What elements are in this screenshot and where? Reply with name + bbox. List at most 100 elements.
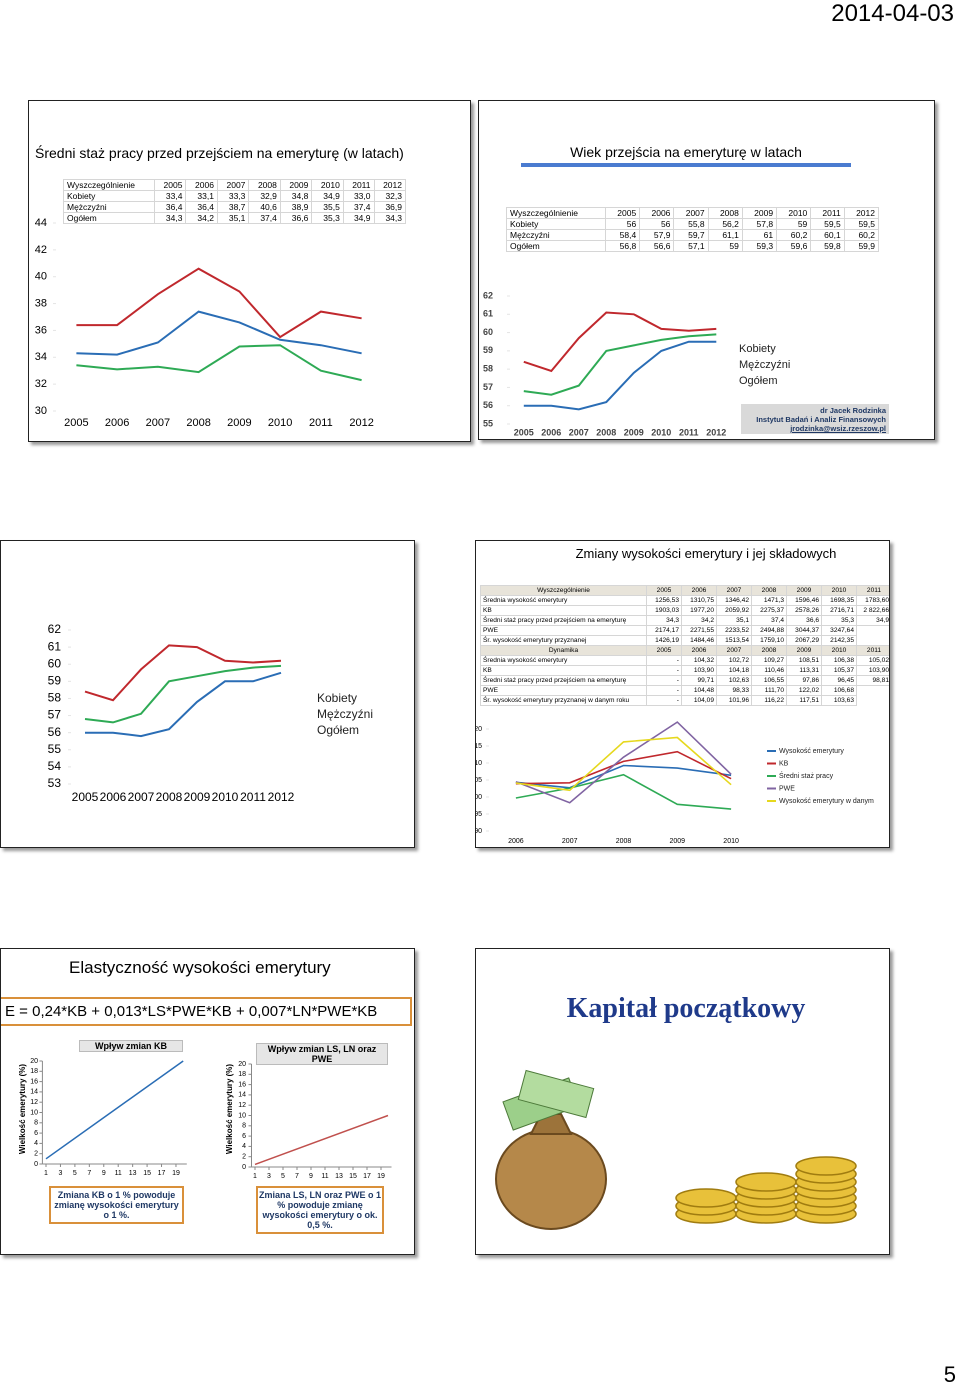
x-tick-label: 2006	[100, 790, 127, 804]
legend-label: Ogółem	[739, 375, 778, 387]
y-tick-label: 30	[35, 405, 47, 417]
table-cell: 2008	[248, 179, 281, 191]
series-line	[45, 1060, 184, 1160]
x-tick-label: 5	[281, 1173, 285, 1180]
table-cell: 1471,3	[751, 595, 787, 606]
x-tick-label: 2005	[514, 427, 534, 437]
y-axis-label: Wielkość emerytury (%)	[225, 1064, 234, 1155]
table-cell: 2009	[786, 645, 822, 656]
table-cell: 101,96	[716, 695, 752, 706]
table-cell: Mężczyźni	[506, 229, 606, 241]
table-cell: 2005	[646, 585, 682, 596]
table-cell: 1903,03	[646, 605, 682, 616]
table-cell: 55,8	[673, 218, 709, 230]
coin	[735, 1172, 797, 1192]
x-tick-label: 5	[73, 1170, 77, 1177]
table-cell: 3044,37	[786, 625, 822, 636]
table-cell: 33,4	[153, 190, 187, 202]
y-tick-label: 10	[238, 1112, 246, 1119]
slide: 2005 2006 2007 2008 2009 2010 2011 2012 55 56 57 58…	[478, 100, 935, 440]
x-tick-label: 2008	[596, 427, 616, 437]
credits: dr Jacek Rodzinka Instytut Badań i Anali…	[741, 406, 886, 433]
x-tick-label: 2005	[72, 790, 99, 804]
x-tick-label: 2010	[723, 838, 739, 845]
table-cell: KB	[480, 605, 647, 616]
table-cell: 103,90	[681, 665, 717, 676]
table-cell: 104,09	[681, 695, 717, 706]
clipart	[495, 1069, 857, 1230]
table-row: PWE 2174,17 2271,55 2233,52 2494,88 3044,37 32…	[480, 625, 890, 636]
slide: 2005 2006 2007 2008 2009 2010 2011 2012 53 54 55 56…	[0, 540, 415, 848]
chart-title: Wpływ zmian LS, LN oraz PWE	[256, 1043, 388, 1065]
table-cell: 35,1	[216, 212, 250, 224]
table-cell: 2011	[810, 207, 845, 219]
x-tick-label: 1	[253, 1173, 257, 1180]
table-cell: 106,38	[821, 655, 857, 666]
table-cell: -	[646, 695, 682, 706]
series-line	[515, 773, 732, 810]
slide-title: Wiek przejścia na emeryturę w latach	[570, 144, 802, 160]
table-cell: 1310,75	[681, 595, 717, 606]
x-tick-label: 7	[295, 1173, 299, 1180]
legend-label: Wysokość emerytury w danym	[779, 798, 874, 805]
y-tick-label: 8	[242, 1123, 246, 1130]
series-line	[84, 644, 282, 702]
table-cell: 2005	[604, 207, 641, 219]
y-tick-label: 61	[48, 639, 62, 653]
table-cell: 1426,19	[646, 635, 682, 646]
table-row: Mężczyźni 36,4 36,4 38,7 40,6 38,9 35,5 37,4 36,…	[63, 201, 406, 213]
table-cell: 59,5	[843, 218, 880, 230]
series-line	[523, 340, 717, 411]
y-tick-label: 55	[48, 742, 62, 756]
chart: 2006 2007 2008 2009 2010 90 95 100 105 110 115 120 W…	[476, 721, 874, 845]
table-cell: 2008	[751, 585, 787, 596]
table-row: Kobiety 56 56 55,8 56,2 57,8 59 59,5 59,5	[506, 218, 880, 230]
table-cell: 102,72	[716, 655, 752, 666]
table-cell: 59,8	[810, 240, 845, 252]
x-tick-label: 17	[158, 1170, 166, 1177]
table-cell: 38,7	[216, 201, 250, 213]
y-tick-label: 6	[242, 1133, 246, 1140]
table-cell: KB	[480, 665, 647, 676]
x-tick-label: 15	[349, 1173, 357, 1180]
table-row: Średnia wysokość emerytury 1256,53 1310,75…	[480, 595, 889, 606]
table-cell: 2009	[279, 179, 313, 191]
table-cell: 2010	[311, 179, 344, 191]
table-cell: Wyszczególnienie	[63, 179, 155, 191]
table-cell: 1513,54	[716, 635, 752, 646]
chart: 2005 2006 2007 2008 2009 2010 2011 2012 30 32 34 36…	[35, 217, 374, 429]
x-tick-label: 9	[309, 1173, 313, 1180]
table-cell: 102,63	[716, 675, 752, 686]
table-cell: 36,6	[279, 212, 313, 224]
data-table: Wyszczególnienie 2005 2006 2007 2008 2009 2010…	[63, 179, 406, 224]
table-cell: Ogółem	[506, 240, 606, 252]
x-tick-label: 2007	[562, 838, 578, 845]
table-cell: 33,0	[342, 190, 375, 202]
table-cell: Kobiety	[506, 218, 606, 230]
table-cell: 117,51	[786, 695, 822, 706]
x-tick-label: 19	[377, 1173, 385, 1180]
table-cell: 104,18	[716, 665, 752, 676]
table-cell: 2005	[153, 179, 187, 191]
table-cell: 104,48	[681, 685, 717, 696]
title-bar	[521, 163, 851, 167]
table-cell: 2007	[716, 645, 752, 656]
table-cell: 61,1	[707, 229, 743, 241]
table-cell: 34,9	[856, 615, 889, 626]
table-cell: 1759,10	[751, 635, 787, 646]
x-tick-label: 2012	[349, 417, 373, 429]
x-tick-label: 2012	[268, 790, 295, 804]
x-tick-label: 2011	[240, 790, 266, 804]
table-cell: 97,86	[786, 675, 822, 686]
table-cell: Mężczyźni	[63, 201, 155, 213]
y-tick-label: 58	[48, 691, 62, 705]
table-cell: 36,4	[185, 201, 218, 213]
table-cell: 2578,26	[786, 605, 822, 616]
table-cell: 2275,37	[751, 605, 787, 616]
table-cell: 99,71	[681, 675, 717, 686]
table-cell: 2009	[786, 585, 822, 596]
x-tick-label: 3	[267, 1173, 271, 1180]
x-tick-label: 13	[129, 1170, 137, 1177]
table-cell: -	[646, 685, 682, 696]
